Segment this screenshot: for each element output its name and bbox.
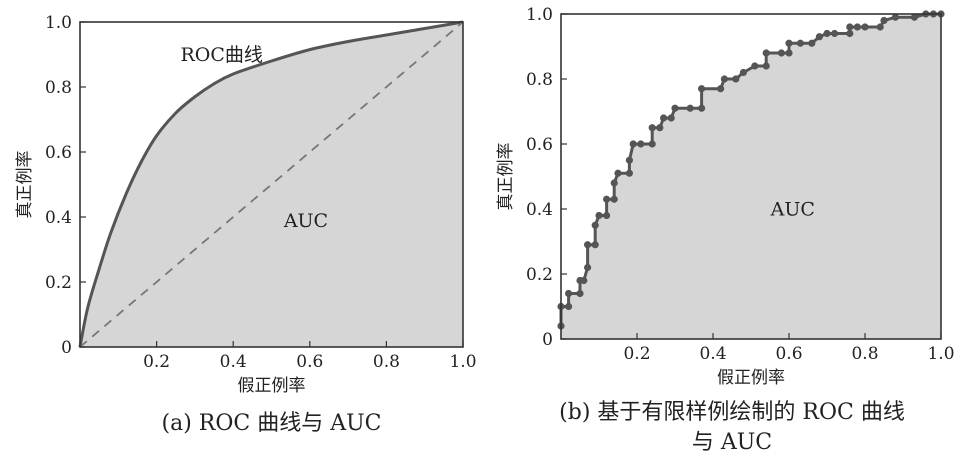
a-x-tick-label: 0.4 xyxy=(220,352,247,372)
a-x-tick-label: 0.6 xyxy=(296,352,323,372)
b-roc-point xyxy=(565,302,573,311)
b-roc-point xyxy=(580,276,588,285)
b-auc-label: AUC xyxy=(770,199,815,221)
b-roc-point xyxy=(603,195,611,203)
b-roc-point xyxy=(629,140,637,148)
a-y-tick-label: 0.6 xyxy=(45,143,72,163)
b-roc-point xyxy=(625,156,634,164)
b-y-tick-label: 1.0 xyxy=(526,5,553,25)
a-x-axis-label: 假正例率 xyxy=(238,376,306,396)
b-x-tick-label: 0.6 xyxy=(775,344,802,364)
b-roc-point xyxy=(910,13,919,21)
b-roc-point xyxy=(614,169,622,177)
a-roc-curve-label: ROC曲线 xyxy=(180,44,262,66)
b-x-axis-label: 假正例率 xyxy=(717,368,785,388)
b-roc-point xyxy=(671,104,679,112)
b-roc-point xyxy=(815,33,824,41)
a-random-diagonal xyxy=(79,21,464,348)
b-roc-point xyxy=(808,39,816,47)
b-roc-point xyxy=(880,16,888,25)
b-roc-point xyxy=(823,29,831,38)
b-roc-point xyxy=(831,29,839,38)
a-y-tick-label: 0.2 xyxy=(45,273,72,293)
b-roc-point xyxy=(591,221,599,229)
b-roc-point xyxy=(610,179,618,187)
b-roc-point xyxy=(686,104,694,112)
b-roc-point xyxy=(751,62,759,70)
b-roc-point xyxy=(625,169,634,177)
b-roc-point xyxy=(785,49,793,57)
b-y-tick-label: 0.2 xyxy=(526,265,553,285)
b-x-tick-label: 0.8 xyxy=(851,344,878,364)
a-y-axis-label: 真正例率 xyxy=(15,151,35,219)
b-roc-point xyxy=(739,68,748,77)
b-roc-point xyxy=(717,85,725,93)
b-y-tick-label: 0.6 xyxy=(526,135,553,155)
b-roc-point xyxy=(648,140,656,148)
b-roc-point xyxy=(720,75,729,83)
a-auc-label: AUC xyxy=(283,210,328,232)
b-roc-point xyxy=(576,289,584,298)
b-roc-point xyxy=(584,241,592,249)
b-roc-point xyxy=(876,23,884,31)
a-x-tick-label: 1.0 xyxy=(449,352,476,372)
b-roc-point xyxy=(595,211,603,220)
b-roc-point xyxy=(762,62,770,70)
a-y-tick-label: 0.4 xyxy=(45,208,72,228)
a-x-tick-label: 0.8 xyxy=(373,352,400,372)
a-x-tick-label: 0.2 xyxy=(143,352,170,372)
b-roc-point xyxy=(656,124,664,132)
a-plot-frame xyxy=(79,21,464,348)
caption-b: (b) 基于有限样例绘制的 ROC 曲线 与 AUC xyxy=(500,398,964,458)
a-y-tick-label: 1.0 xyxy=(45,13,72,33)
b-y-tick-label: 0.4 xyxy=(526,200,553,220)
b-roc-point xyxy=(732,75,740,83)
b-roc-point xyxy=(846,23,854,31)
a-y-tick-label: 0.8 xyxy=(45,78,72,98)
b-roc-point xyxy=(603,211,611,220)
b-roc-point xyxy=(861,23,869,31)
b-y-tick-label: 0 xyxy=(542,330,553,350)
b-roc-point xyxy=(584,263,592,272)
b-roc-point xyxy=(660,114,668,122)
b-roc-point xyxy=(846,29,854,38)
b-y-tick-label: 0.8 xyxy=(526,70,553,90)
b-roc-point xyxy=(777,49,786,57)
caption-a: (a) ROC 曲线与 AUC xyxy=(161,411,382,436)
b-roc-point xyxy=(565,289,573,298)
b-y-axis-label: 真正例率 xyxy=(496,143,516,211)
a-y-tick-label: 0 xyxy=(61,338,72,358)
b-roc-point xyxy=(637,140,645,148)
b-roc-point xyxy=(762,49,770,57)
b-roc-point xyxy=(667,114,675,122)
b-plot-frame xyxy=(560,13,942,340)
caption-b-line-2: 与 AUC xyxy=(691,430,773,455)
b-roc-point xyxy=(785,39,793,47)
b-x-tick-label: 1.0 xyxy=(927,344,954,364)
b-roc-point xyxy=(648,124,656,132)
b-roc-point xyxy=(698,85,706,93)
b-roc-point xyxy=(796,39,805,47)
a-roc-curve xyxy=(78,20,464,348)
caption-b-line-1: (b) 基于有限样例绘制的 ROC 曲线 xyxy=(559,400,905,425)
b-auc-area xyxy=(561,14,941,339)
b-roc-point xyxy=(853,23,862,31)
b-roc-point xyxy=(698,104,706,112)
b-x-tick-label: 0.2 xyxy=(623,344,650,364)
b-roc-point xyxy=(591,241,599,249)
b-roc-point xyxy=(610,195,618,203)
b-roc-point xyxy=(891,13,900,21)
b-x-tick-label: 0.4 xyxy=(699,344,726,364)
